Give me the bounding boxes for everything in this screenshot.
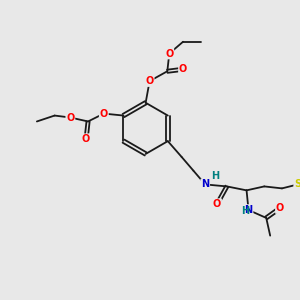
Text: O: O <box>179 64 187 74</box>
Text: O: O <box>146 76 154 86</box>
Text: O: O <box>213 199 221 209</box>
Text: N: N <box>244 205 253 215</box>
Text: H: H <box>241 206 249 216</box>
Text: O: O <box>100 109 108 118</box>
Text: S: S <box>294 179 300 189</box>
Text: O: O <box>276 203 284 213</box>
Text: O: O <box>165 49 173 58</box>
Text: H: H <box>211 170 219 181</box>
Text: O: O <box>82 134 90 144</box>
Text: O: O <box>66 112 74 122</box>
Text: N: N <box>201 179 209 189</box>
